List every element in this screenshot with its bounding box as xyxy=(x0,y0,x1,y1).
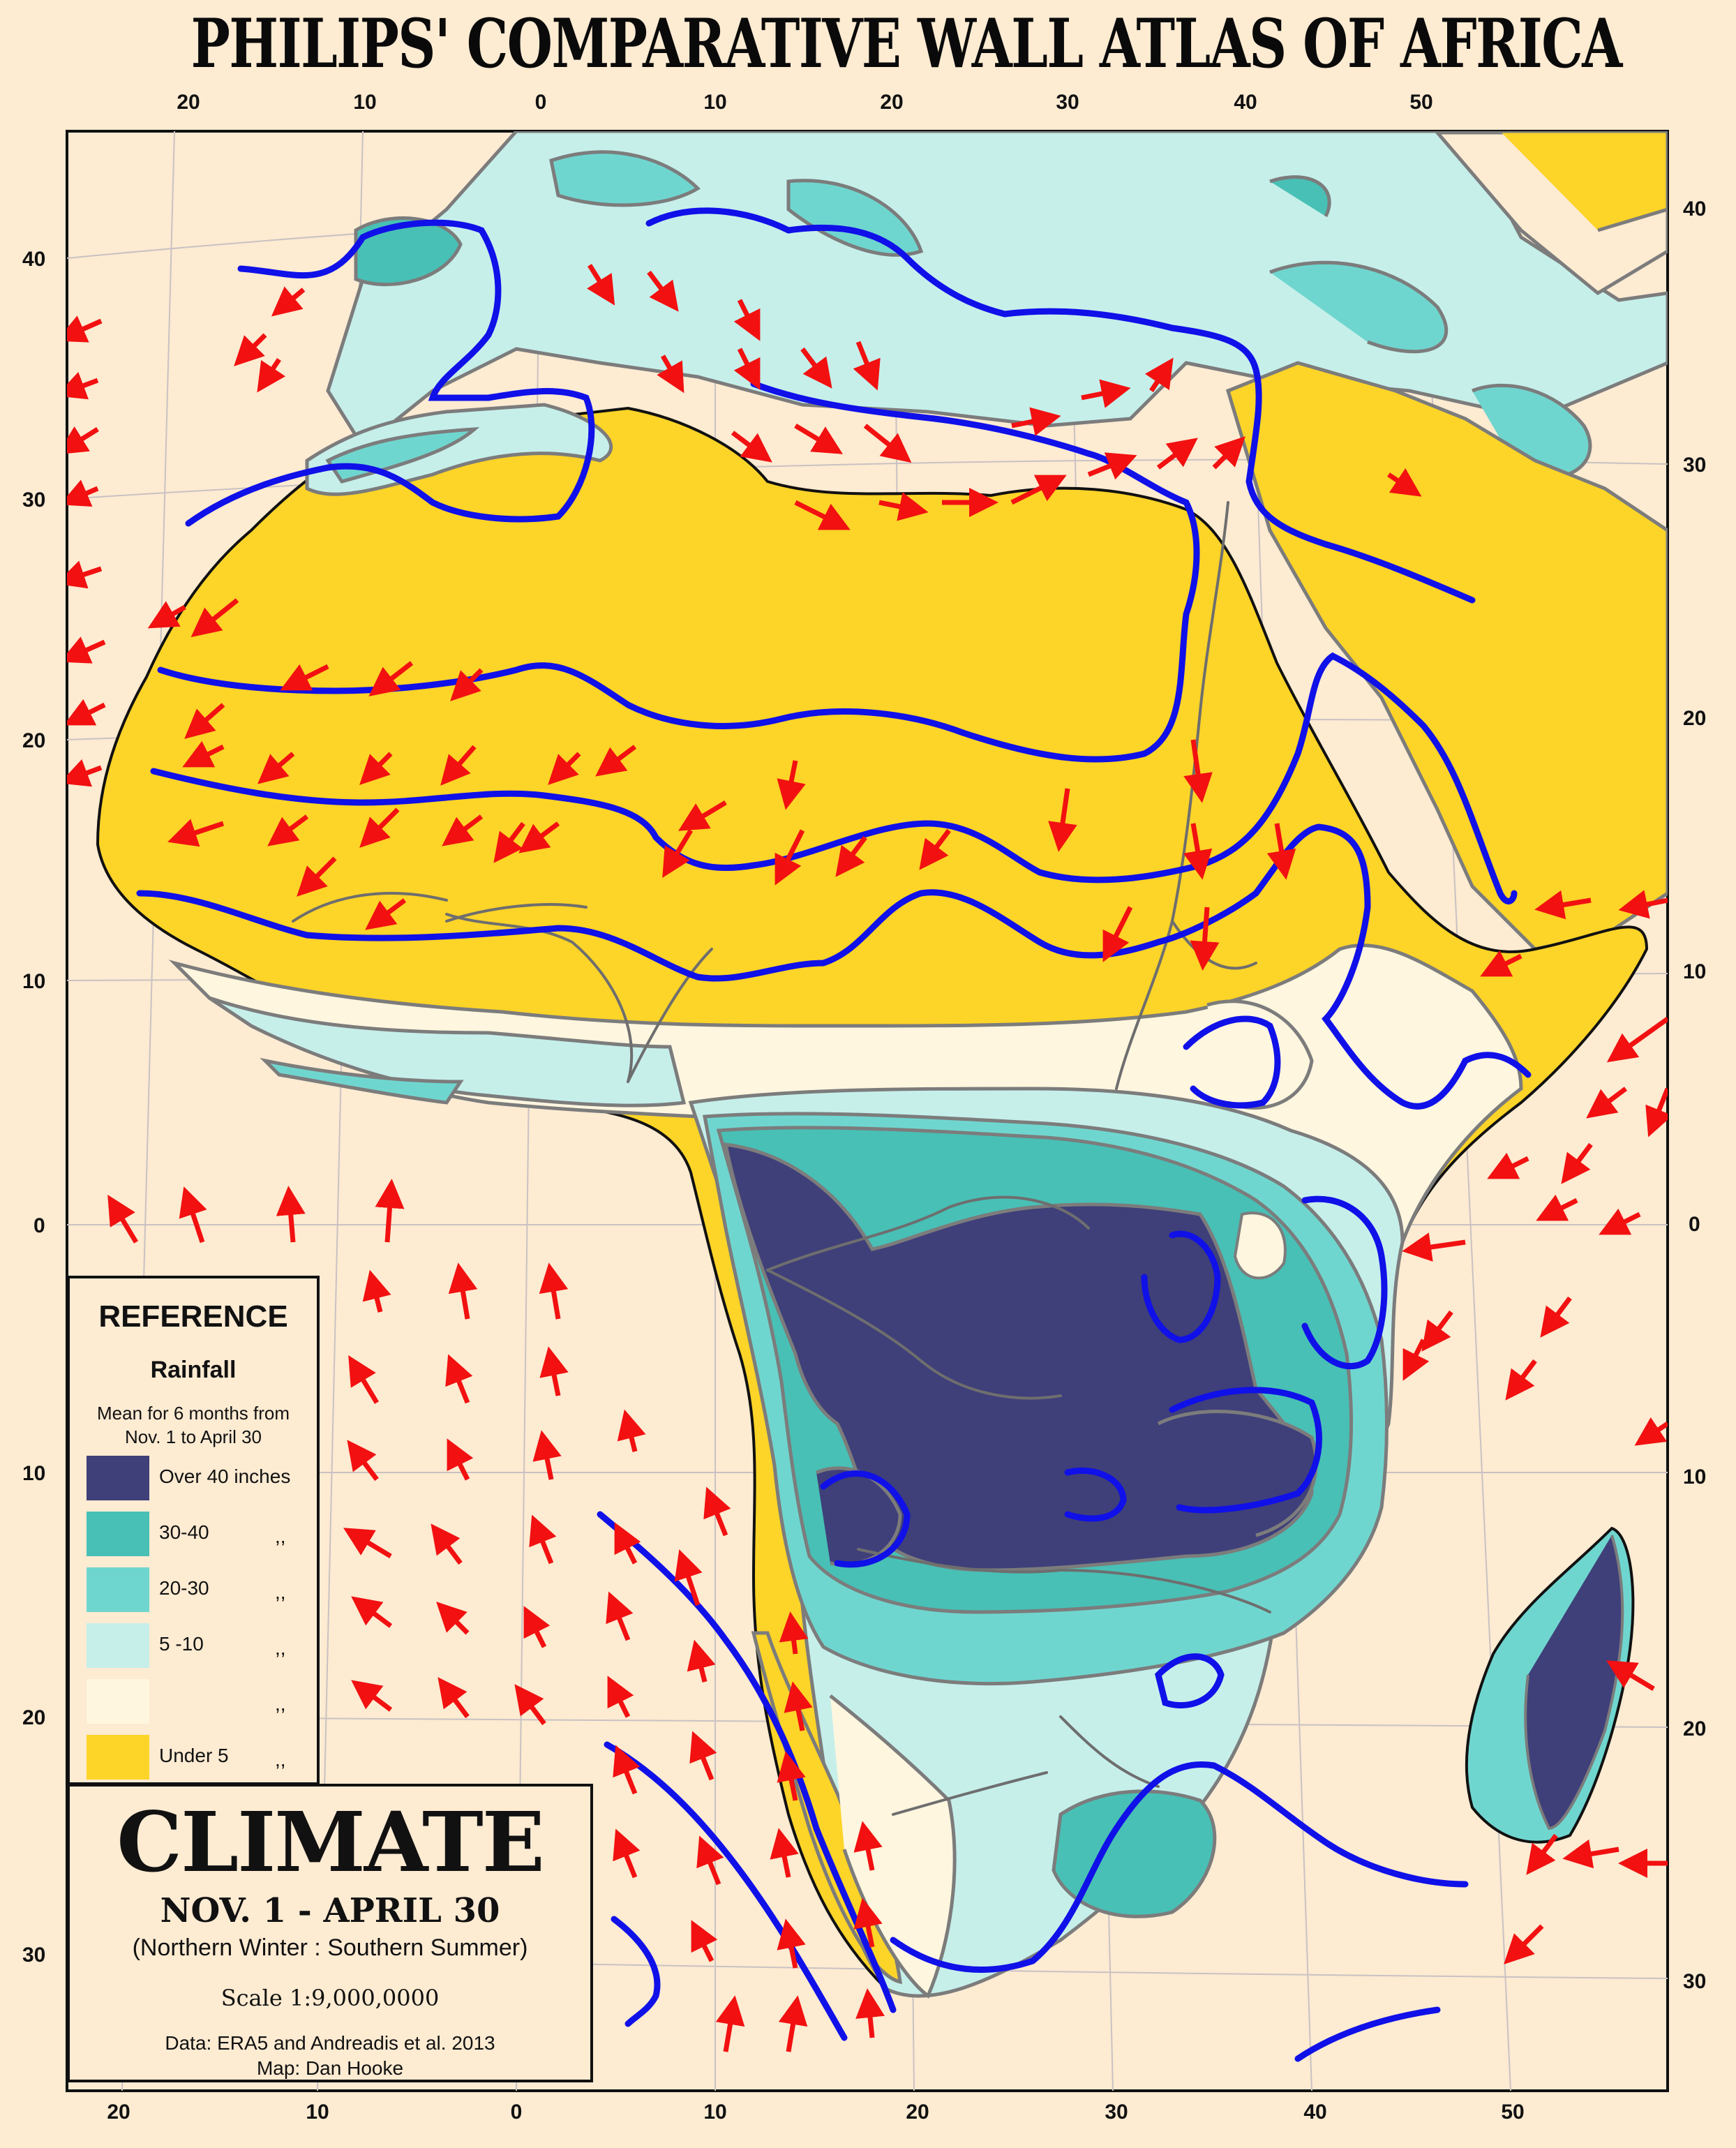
top-tick-label: 10 xyxy=(703,91,727,114)
legend-class-label: Over 40 inches xyxy=(159,1465,291,1487)
left-tick-label: 20 xyxy=(22,729,46,752)
east-africa-light-zone xyxy=(1206,999,1314,1110)
legend-class-row: 30-40 ,, xyxy=(87,1512,310,1556)
bottom-tick-label: 50 xyxy=(1501,2101,1525,2124)
top-tick-label: 10 xyxy=(353,91,377,114)
madagascar-very-wet xyxy=(1524,1535,1624,1830)
top-tick-label: 30 xyxy=(1056,91,1079,114)
top-tick-label: 20 xyxy=(177,91,200,114)
climate-title-box: CLIMATE NOV. 1 - APRIL 30 (Northern Wint… xyxy=(67,1784,593,2082)
legend-class-row: Under 5 ,, xyxy=(87,1735,310,1780)
congo-basin-very-wet xyxy=(723,1142,1314,1572)
right-tick-label: 0 xyxy=(1689,1213,1700,1236)
karoo-light-zone xyxy=(829,1694,957,1999)
caspian-dry-patch xyxy=(1500,131,1668,232)
malawi-very-wet xyxy=(1157,1410,1318,1537)
southeast-wet-zone xyxy=(1052,1789,1217,1918)
caucasus-wet-patch xyxy=(1269,175,1331,218)
turkey-wet-patch xyxy=(1269,260,1449,354)
legend-class-unit: ,, xyxy=(275,1749,286,1770)
right-tick-label: 10 xyxy=(1683,1465,1707,1489)
legend-class-row: Over 40 inches xyxy=(87,1456,310,1500)
legend-swatch xyxy=(87,1623,149,1668)
legend-description-line1: Mean for 6 months from xyxy=(97,1403,290,1424)
right-tick-label: 40 xyxy=(1683,197,1707,221)
legend-class-label: 5 -10 xyxy=(159,1633,204,1655)
legend-class-unit: ,, xyxy=(275,1637,286,1659)
legend-class-label: 20-30 xyxy=(159,1577,209,1599)
legend-class-label: Under 5 xyxy=(159,1745,229,1766)
bottom-tick-label: 10 xyxy=(306,2101,329,2124)
scale-label: Scale 1:9,000,0000 xyxy=(220,1985,440,2011)
wind-arrows xyxy=(67,264,1668,2052)
climate-dates: NOV. 1 - APRIL 30 xyxy=(160,1891,500,1930)
bottom-tick-label: 20 xyxy=(906,2101,929,2124)
right-tick-label: 30 xyxy=(1683,1970,1707,1993)
legend-class-row: 20-30 ,, xyxy=(87,1567,310,1612)
top-tick-label: 20 xyxy=(880,91,904,114)
legend-swatch xyxy=(87,1456,149,1500)
left-tick-label: 30 xyxy=(22,1944,46,1967)
right-tick-label: 20 xyxy=(1683,1717,1707,1740)
map-credit: Map: Dan Hooke xyxy=(256,2057,404,2079)
left-tick-label: 20 xyxy=(22,1706,46,1729)
top-tick-label: 40 xyxy=(1234,91,1257,114)
bottom-tick-label: 10 xyxy=(703,2101,727,2124)
guinea-wet-band xyxy=(260,1057,464,1105)
bottom-tick-label: 20 xyxy=(107,2101,130,2124)
legend-class-label: 30-40 xyxy=(159,1521,209,1543)
legend-class-row: 5 -10 ,, xyxy=(87,1623,310,1668)
legend-subheading: Rainfall xyxy=(150,1357,237,1383)
left-tick-label: 0 xyxy=(33,1214,45,1237)
right-tick-label: 10 xyxy=(1683,960,1707,983)
left-tick-label: 40 xyxy=(22,248,46,271)
legend-class-unit: ,, xyxy=(275,1693,286,1715)
iberia-wet-patch xyxy=(354,216,463,287)
legend-class-unit: ,, xyxy=(275,1581,286,1603)
left-tick-label: 10 xyxy=(22,970,46,993)
legend-class-row: ,, xyxy=(87,1679,310,1724)
data-credit: Data: ERA5 and Andreadis et al. 2013 xyxy=(165,2032,495,2054)
top-tick-label: 0 xyxy=(534,91,547,114)
right-tick-label: 20 xyxy=(1683,707,1707,730)
legend-class-unit: ,, xyxy=(275,1526,286,1547)
europe-wet-patch xyxy=(549,150,701,207)
left-tick-label: 30 xyxy=(22,488,46,512)
legend-swatch xyxy=(87,1679,149,1724)
bottom-tick-label: 0 xyxy=(510,2101,523,2124)
top-tick-label: 50 xyxy=(1409,91,1433,114)
legend-swatch xyxy=(87,1567,149,1612)
bottom-tick-label: 30 xyxy=(1105,2101,1128,2124)
legend-swatch xyxy=(87,1512,149,1556)
right-tick-label: 30 xyxy=(1683,454,1707,477)
bottom-tick-label: 40 xyxy=(1303,2101,1327,2124)
map-title: PHILIPS' COMPARATIVE WALL ATLAS OF AFRIC… xyxy=(190,4,1623,83)
lake-victoria xyxy=(1233,1211,1287,1280)
legend-heading: REFERENCE xyxy=(98,1299,288,1334)
climate-season: (Northern Winter : Southern Summer) xyxy=(132,1934,528,1961)
left-tick-label: 10 xyxy=(22,1462,46,1485)
legend-panel: REFERENCE Rainfall Mean for 6 months fro… xyxy=(67,1276,320,1785)
legend-swatch xyxy=(87,1735,149,1780)
climate-heading: CLIMATE xyxy=(117,1793,545,1890)
legend-description-line2: Nov. 1 to April 30 xyxy=(124,1426,262,1447)
